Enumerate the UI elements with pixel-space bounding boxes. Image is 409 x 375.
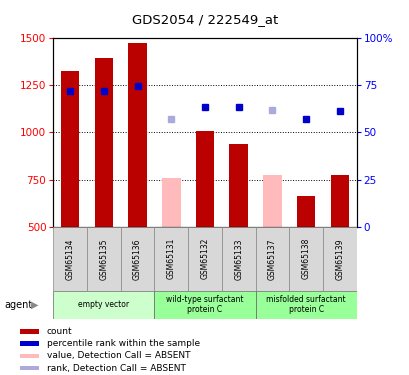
Bar [154,227,188,291]
Bar [20,366,39,370]
Bar [255,291,356,319]
Bar [87,227,120,291]
Bar [94,58,113,227]
Text: value, Detection Call = ABSENT: value, Detection Call = ABSENT [47,351,190,360]
Text: percentile rank within the sample: percentile rank within the sample [47,339,200,348]
Bar [221,227,255,291]
Bar [289,227,322,291]
Text: GSM65132: GSM65132 [200,238,209,279]
Bar [322,227,356,291]
Text: GSM65139: GSM65139 [335,238,344,279]
Bar [20,329,39,334]
Text: GDS2054 / 222549_at: GDS2054 / 222549_at [132,13,277,26]
Bar [229,144,247,227]
Bar [53,227,87,291]
Bar [61,70,79,227]
Bar [20,354,39,358]
Bar [255,227,289,291]
Text: empty vector: empty vector [78,300,129,309]
Bar [330,175,348,227]
Text: misfolded surfactant
protein C: misfolded surfactant protein C [266,295,345,314]
Text: GSM65131: GSM65131 [166,238,175,279]
Bar [188,227,221,291]
Text: rank, Detection Call = ABSENT: rank, Detection Call = ABSENT [47,364,185,373]
Text: wild-type surfactant
protein C: wild-type surfactant protein C [166,295,243,314]
Text: agent: agent [4,300,32,310]
Text: GSM65138: GSM65138 [301,238,310,279]
Bar [296,196,315,227]
Text: ▶: ▶ [31,300,38,310]
Bar [154,291,255,319]
Text: count: count [47,327,72,336]
Text: GSM65135: GSM65135 [99,238,108,279]
Text: GSM65136: GSM65136 [133,238,142,279]
Text: GSM65137: GSM65137 [267,238,276,279]
Bar [53,291,154,319]
Bar [162,178,180,227]
Bar [20,342,39,346]
Text: GSM65134: GSM65134 [65,238,74,279]
Bar [263,175,281,227]
Bar [120,227,154,291]
Bar [195,131,214,227]
Text: GSM65133: GSM65133 [234,238,243,279]
Bar [128,43,146,227]
